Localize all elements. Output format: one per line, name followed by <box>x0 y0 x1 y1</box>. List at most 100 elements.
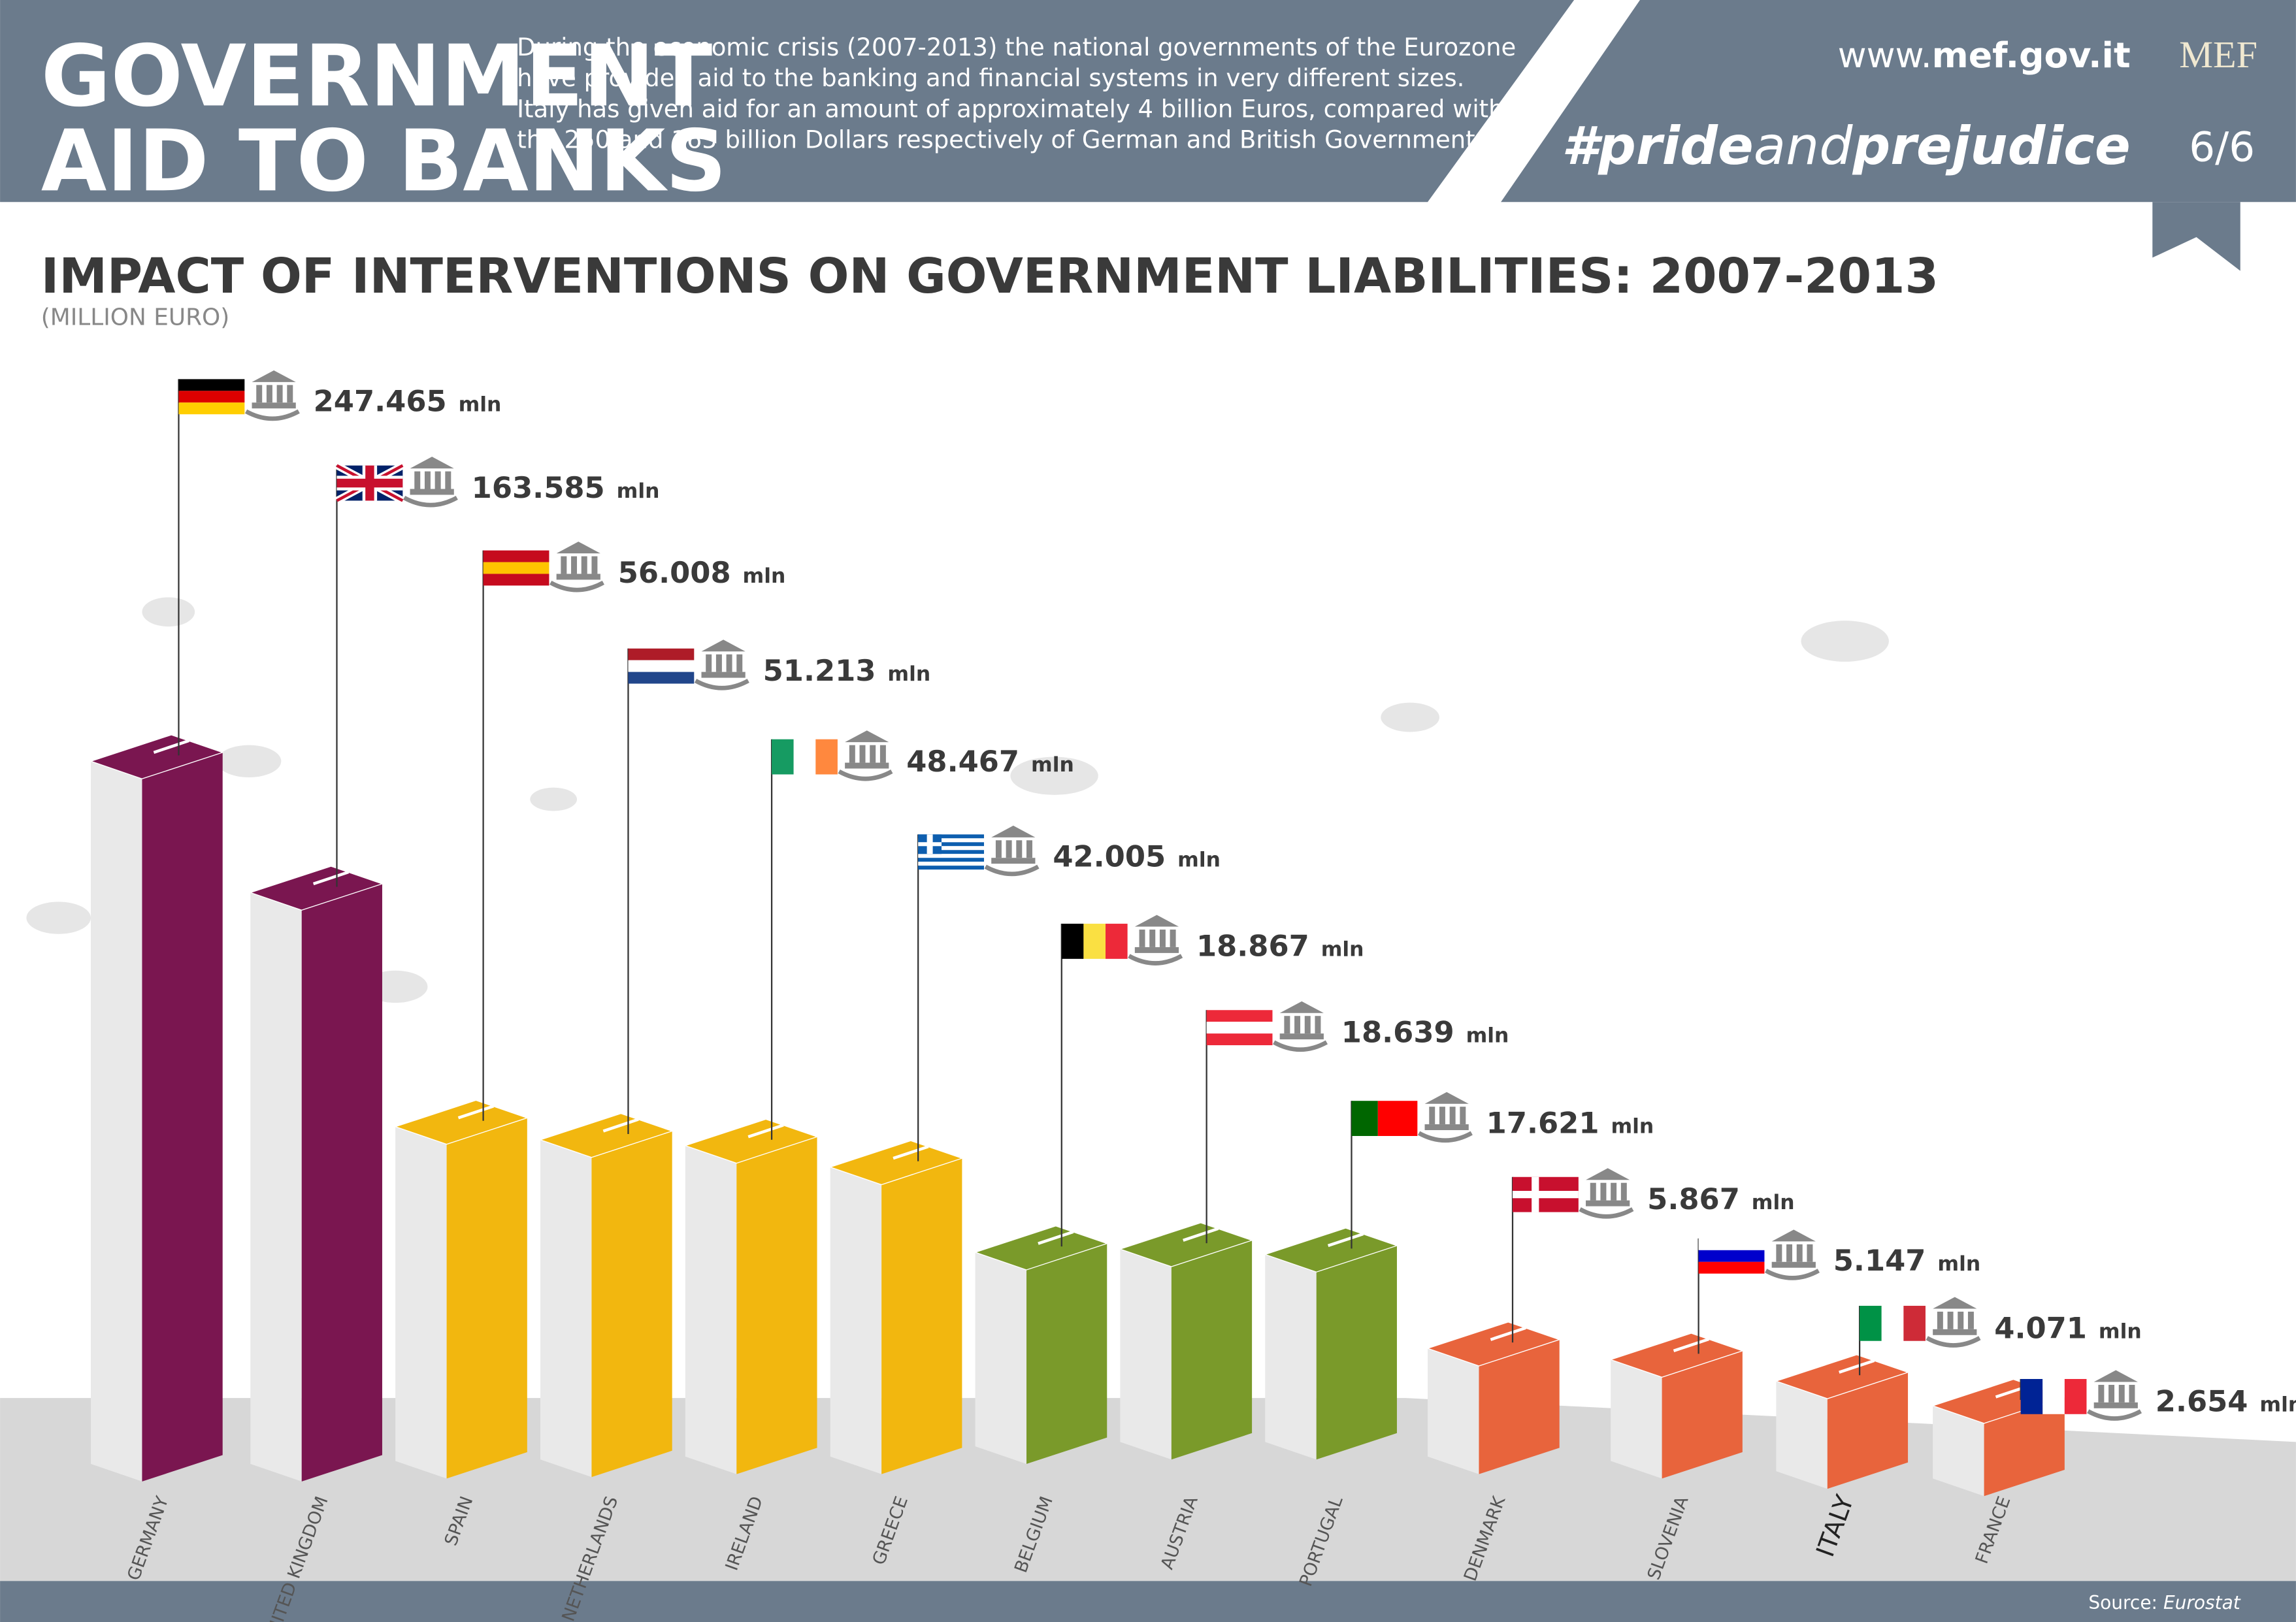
website-part: www. <box>1838 35 1932 76</box>
stack-side <box>91 761 142 1482</box>
stack-band <box>457 1105 494 1120</box>
flag-stripe <box>918 858 985 862</box>
stack-band <box>1183 1227 1219 1242</box>
flag-stripe <box>1698 1261 1765 1274</box>
stack-band <box>153 739 189 754</box>
value-label: 18.639 mln <box>1341 1015 1509 1050</box>
stack-side <box>685 1145 737 1474</box>
value-unit: mln <box>2259 1393 2296 1416</box>
value-number: 17.621 <box>1486 1106 1599 1141</box>
value-unit: mln <box>887 662 930 686</box>
value-number: 4.071 <box>1994 1310 2087 1345</box>
flag-stripe <box>2042 1378 2065 1414</box>
flag-stripe <box>815 739 838 775</box>
cloud <box>1381 702 1439 732</box>
flag-stripe <box>1351 1101 1378 1136</box>
flag-stripe <box>1061 924 1084 959</box>
value-number: 48.467 <box>906 744 1019 779</box>
bar <box>446 1118 527 1479</box>
cloud <box>26 901 91 934</box>
bank-column <box>276 385 283 403</box>
bank-column <box>1304 1016 1311 1034</box>
flag-cross <box>1513 1191 1579 1199</box>
stack-band <box>312 870 350 886</box>
stack-top <box>1264 1227 1399 1273</box>
flag-stripe <box>918 854 985 858</box>
flag-stripe <box>178 391 245 403</box>
bank-column <box>445 471 451 489</box>
value-unit: mln <box>743 564 786 588</box>
bar <box>1662 1350 1743 1479</box>
bank-hand <box>984 864 1040 877</box>
bank-column <box>879 745 886 763</box>
bank-column <box>1139 930 1145 947</box>
stack-top <box>828 1140 964 1186</box>
bank-hand <box>1273 1040 1328 1052</box>
bank-base <box>1279 1033 1324 1040</box>
bank-icon <box>1579 1168 1634 1219</box>
bank-roof <box>991 825 1036 837</box>
bank-column <box>726 654 732 672</box>
flag <box>918 834 985 870</box>
header-description: Italy has given aid for an amount of app… <box>517 95 1503 123</box>
value-number: 5.867 <box>1647 1182 1740 1216</box>
bank-column <box>1786 1244 1793 1262</box>
value-unit: mln <box>2099 1320 2142 1343</box>
cloud <box>142 597 195 627</box>
bank-column <box>435 471 441 489</box>
stack-side <box>1428 1348 1479 1474</box>
bank-column <box>1967 1311 1974 1329</box>
bank-column <box>1315 1016 1321 1034</box>
value-label: 42.005 mln <box>1053 839 1221 874</box>
bank-base <box>845 762 889 769</box>
stack-top <box>1775 1354 1910 1399</box>
flag-stripe <box>918 862 985 866</box>
bank-hand <box>838 770 893 781</box>
bank-column <box>414 471 421 489</box>
bank-column <box>2098 1384 2105 1403</box>
value-label: 18.867 mln <box>1196 928 1364 963</box>
flag-stripe <box>178 402 245 415</box>
stack-side <box>1265 1254 1317 1460</box>
value-label: 5.147 mln <box>1833 1243 1980 1278</box>
header-description: the 250 and 165 billion Dollars respecti… <box>517 125 1496 154</box>
bank-column <box>2118 1384 2125 1403</box>
bank-roof <box>252 370 296 382</box>
stack-top <box>89 734 224 779</box>
website-part: mef.gov.it <box>1932 35 2131 76</box>
bar <box>1984 1397 2065 1497</box>
flag-stripe <box>628 672 695 684</box>
flag <box>2020 1378 2087 1414</box>
bank-column <box>591 556 598 574</box>
bank-hand <box>402 495 458 508</box>
bank-hand <box>244 409 300 421</box>
flag-stripe <box>918 838 985 843</box>
bank-column <box>1294 1016 1301 1034</box>
bank-column <box>1600 1182 1607 1201</box>
bank-column <box>1937 1311 1943 1329</box>
flag-cross <box>918 842 942 847</box>
header-description: have provided aid to the banking and fin… <box>517 64 1464 92</box>
stack-band <box>1839 1359 1875 1374</box>
bank-icon <box>1926 1297 1981 1348</box>
flag-stripe <box>1083 924 1106 959</box>
bank-roof <box>1134 915 1179 927</box>
stack-top <box>1609 1333 1744 1378</box>
value-label: 51.213 mln <box>763 653 931 688</box>
stack-top <box>683 1118 819 1164</box>
flag-stripe <box>2064 1378 2087 1414</box>
value-label: 17.621 mln <box>1486 1106 1654 1141</box>
value-unit: mln <box>617 479 660 503</box>
bank-roof <box>1424 1092 1469 1104</box>
stack-band <box>602 1118 639 1133</box>
bank-column <box>266 385 272 403</box>
stack-side <box>540 1139 592 1478</box>
value-unit: mln <box>1611 1115 1654 1139</box>
clouds <box>26 597 1889 1003</box>
bank-roof <box>2093 1370 2138 1382</box>
stack-top <box>249 866 384 911</box>
bank-icon <box>838 730 893 781</box>
header-description: During the economic crisis (2007-2013) t… <box>517 33 1516 61</box>
bank-base <box>2093 1402 2138 1408</box>
